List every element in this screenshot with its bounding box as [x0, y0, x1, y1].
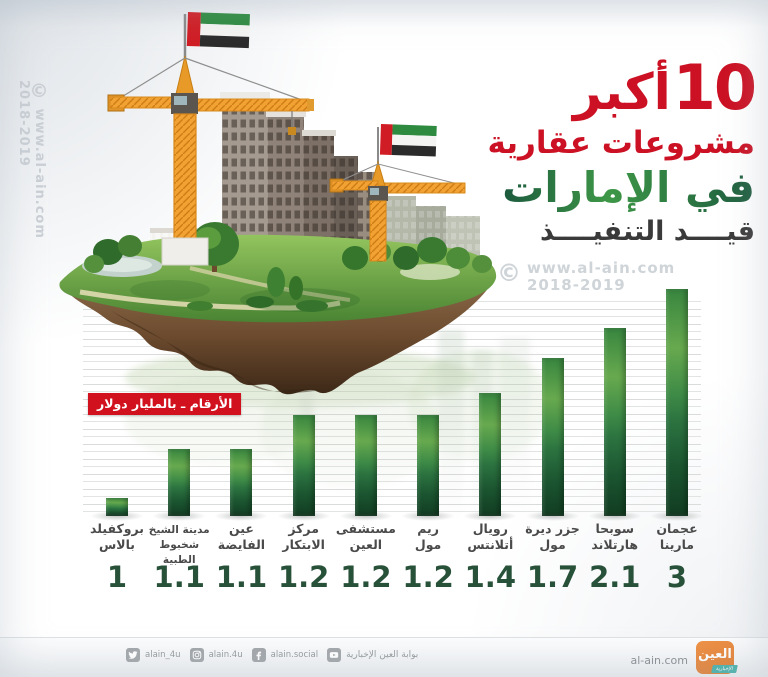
chart-column-label: عجمان مارينا 3	[646, 521, 708, 592]
unit-badge: الأرقام ـ بالمليار دولار	[88, 393, 242, 415]
bar-value: 1.2	[277, 560, 330, 594]
bar-shadow	[587, 511, 642, 521]
site-url[interactable]: al-ain.com	[630, 654, 688, 667]
twitter-icon	[126, 648, 140, 662]
bar-shadow	[649, 511, 704, 521]
bar-value: 1.1	[153, 560, 205, 594]
buildings	[150, 92, 480, 294]
bar-value: 2.1	[589, 560, 641, 594]
watermark-center: © www.al-ain.com 2018-2019	[497, 259, 676, 294]
chart-column	[273, 289, 335, 521]
bar-shadow	[276, 511, 331, 521]
title-line-2: مشروعات عقارية	[487, 125, 755, 161]
alain-logo[interactable]: العين الإخبارية	[696, 641, 738, 674]
chart-column-label: سوبحا هارتلاند 2.1	[584, 521, 646, 592]
chart-column-label: جزر ديرة مول 1.7	[522, 521, 584, 592]
youtube-icon	[327, 648, 342, 662]
tower-crane-small	[329, 124, 466, 262]
title-line-4: قيــــد التنفيــــذ	[539, 216, 755, 247]
bar-value: 1.2	[340, 560, 392, 594]
bar-value: 1.7	[526, 560, 579, 594]
bar-label: عين الفايضة	[217, 521, 266, 552]
chart-column-label: عين الفايضة 1.1	[210, 521, 272, 592]
bar-shadow	[463, 511, 518, 521]
bar-label: مستشفى العين	[335, 521, 396, 552]
facebook-link[interactable]: alain.social	[251, 648, 318, 662]
bar	[479, 393, 502, 516]
bar	[603, 328, 626, 516]
tower-crane-large	[107, 12, 314, 266]
bar	[168, 449, 191, 516]
chart-column-label: مستشفى العين 1.2	[335, 521, 397, 592]
social-links: alain_4u alain.4u alain.social بوابة الع…	[126, 648, 418, 662]
chart-column	[210, 289, 272, 521]
bar-label: رويال أتلانتس	[467, 521, 514, 552]
chart-column	[459, 289, 521, 521]
chart-column-label: مركز الابتكار 1.2	[273, 521, 335, 592]
bar-value: 3	[666, 560, 688, 594]
gridline	[83, 496, 701, 497]
bar-value: 1	[106, 560, 128, 594]
title-line-3: في الإمارات	[488, 164, 755, 212]
bar-label: سوبحا هارتلاند	[591, 521, 639, 552]
bar	[665, 289, 688, 516]
bar-label: بروكفيلد بالاس	[90, 521, 144, 552]
chart-column-label: رويال أتلانتس 1.4	[459, 521, 521, 592]
bar-label: مدينة الشيخ شخبوط الطبية	[148, 524, 210, 566]
chart-column	[646, 289, 708, 521]
bar-value: 1.2	[402, 560, 454, 594]
chart-column	[522, 289, 584, 521]
bar-value: 1.4	[464, 560, 516, 594]
bar-label: مركز الابتكار	[282, 521, 325, 552]
chart-column-label: بروكفيلد بالاس 1	[86, 521, 148, 592]
copyright-icon: ©	[28, 80, 50, 103]
bar	[292, 415, 315, 516]
bar-shadow	[90, 511, 144, 521]
chart-column	[584, 289, 646, 521]
chart-column-label: ريم مول 1.2	[397, 521, 459, 592]
bar-label: ريم مول	[414, 521, 442, 552]
bar	[417, 415, 440, 516]
bar-shadow	[338, 511, 393, 521]
instagram-icon	[189, 648, 204, 662]
instagram-link[interactable]: alain.4u	[189, 648, 243, 662]
chart-column-label: مدينة الشيخ شخبوط الطبية 1.1	[148, 521, 210, 592]
bar-shadow	[214, 511, 269, 521]
page-title: أكبر 10 مشروعات عقارية في الإمارات قيــــ…	[487, 51, 757, 248]
bar	[541, 358, 564, 516]
title-line-1: أكبر 10	[572, 51, 757, 124]
bar-chart-labels: بروكفيلد بالاس 1 مدينة الشيخ شخبوط الطبية 1.1…	[86, 521, 708, 592]
bar-label: عجمان مارينا	[656, 521, 698, 552]
gridline	[83, 511, 701, 512]
bar-label: جزر ديرة مول	[525, 521, 580, 552]
chart-column	[86, 289, 148, 521]
bar	[230, 449, 253, 516]
chart-column	[335, 289, 397, 521]
watermark-vertical: © www.al-ain.com 2018-2019	[16, 80, 50, 239]
footer: alain_4u alain.4u alain.social بوابة الع…	[0, 637, 768, 677]
gridline	[83, 503, 701, 505]
bar-shadow	[401, 511, 456, 521]
copyright-icon: ©	[497, 259, 521, 287]
twitter-link[interactable]: alain_4u	[126, 648, 181, 662]
bar	[354, 415, 377, 516]
bar-shadow	[525, 511, 580, 521]
youtube-link[interactable]: بوابة العين الإخبارية	[327, 648, 418, 662]
bar	[106, 498, 128, 516]
bar-value: 1.1	[215, 560, 268, 594]
chart-column	[148, 289, 210, 521]
bar-shadow	[152, 511, 207, 521]
facebook-icon	[251, 648, 266, 662]
chart-column	[397, 289, 459, 521]
